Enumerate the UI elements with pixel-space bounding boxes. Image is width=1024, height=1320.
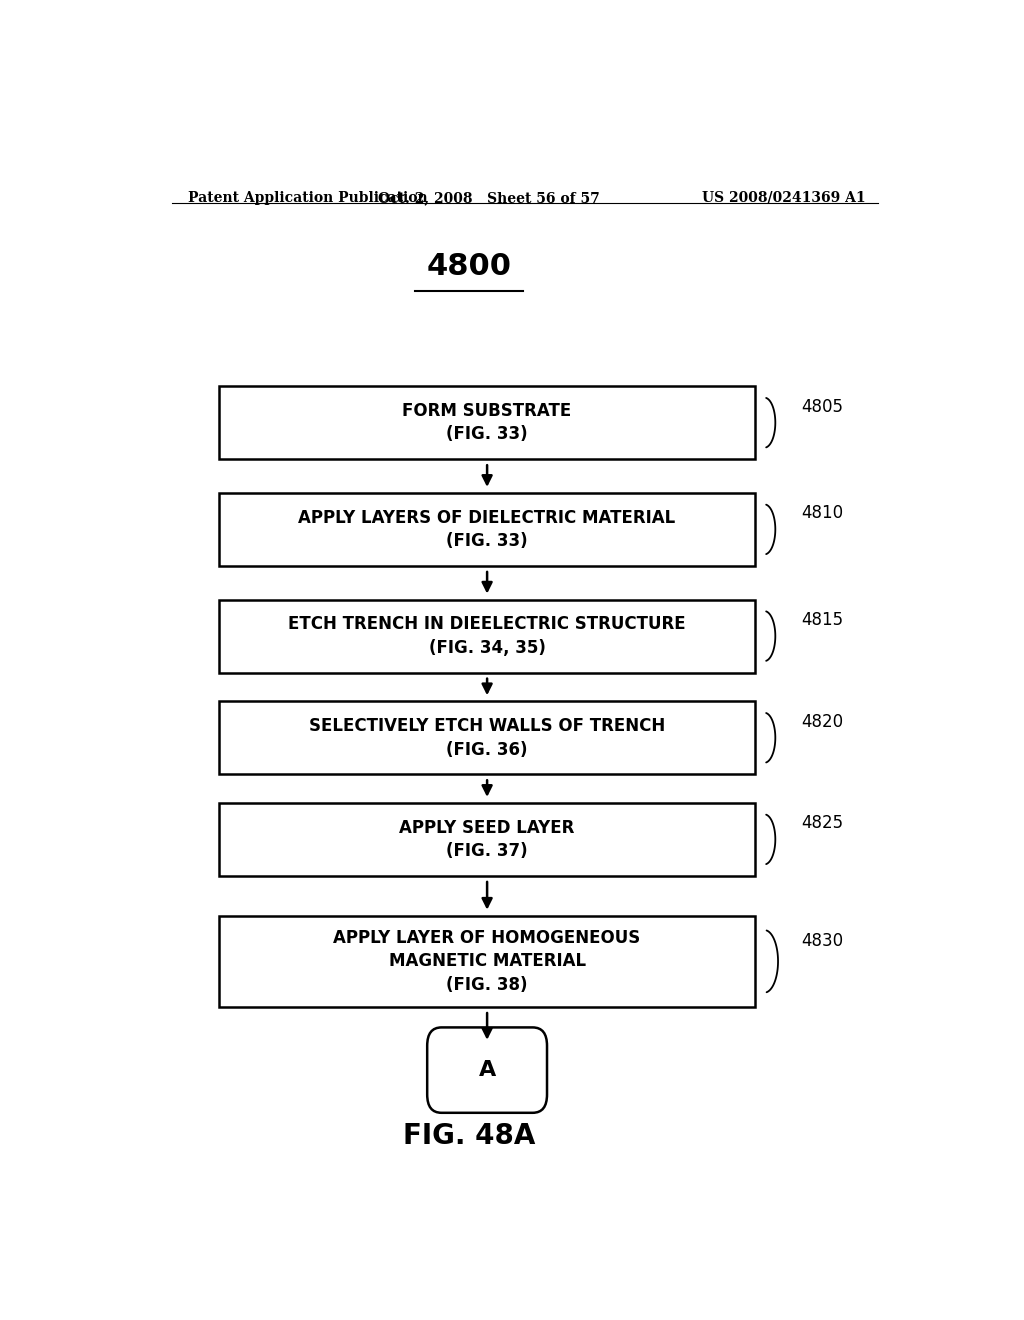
Bar: [219, 492, 755, 566]
Text: SELECTIVELY ETCH WALLS OF TRENCH
(FIG. 36): SELECTIVELY ETCH WALLS OF TRENCH (FIG. 3…: [309, 717, 666, 759]
Text: 4830: 4830: [801, 932, 843, 950]
Text: 4805: 4805: [801, 397, 843, 416]
Text: FIG. 48A: FIG. 48A: [403, 1122, 536, 1150]
Text: APPLY LAYERS OF DIELECTRIC MATERIAL
(FIG. 33): APPLY LAYERS OF DIELECTRIC MATERIAL (FIG…: [298, 508, 676, 550]
Text: Oct. 2, 2008   Sheet 56 of 57: Oct. 2, 2008 Sheet 56 of 57: [378, 191, 600, 205]
Text: Patent Application Publication: Patent Application Publication: [187, 191, 427, 205]
Text: 4815: 4815: [801, 611, 843, 630]
Bar: [219, 701, 755, 775]
Text: APPLY SEED LAYER
(FIG. 37): APPLY SEED LAYER (FIG. 37): [399, 818, 574, 861]
Text: US 2008/0241369 A1: US 2008/0241369 A1: [702, 191, 866, 205]
Text: 4800: 4800: [427, 252, 512, 281]
Text: A: A: [478, 1060, 496, 1080]
Bar: [219, 599, 755, 673]
Text: APPLY LAYER OF HOMOGENEOUS
MAGNETIC MATERIAL
(FIG. 38): APPLY LAYER OF HOMOGENEOUS MAGNETIC MATE…: [334, 929, 641, 994]
Text: 4820: 4820: [801, 713, 843, 731]
Text: ETCH TRENCH IN DIEELECTRIC STRUCTURE
(FIG. 34, 35): ETCH TRENCH IN DIEELECTRIC STRUCTURE (FI…: [289, 615, 686, 657]
FancyBboxPatch shape: [427, 1027, 547, 1113]
Bar: [219, 803, 755, 876]
Text: FORM SUBSTRATE
(FIG. 33): FORM SUBSTRATE (FIG. 33): [402, 401, 571, 444]
Bar: [219, 916, 755, 1007]
Bar: [219, 385, 755, 459]
Text: 4810: 4810: [801, 504, 843, 523]
Text: 4825: 4825: [801, 814, 843, 833]
